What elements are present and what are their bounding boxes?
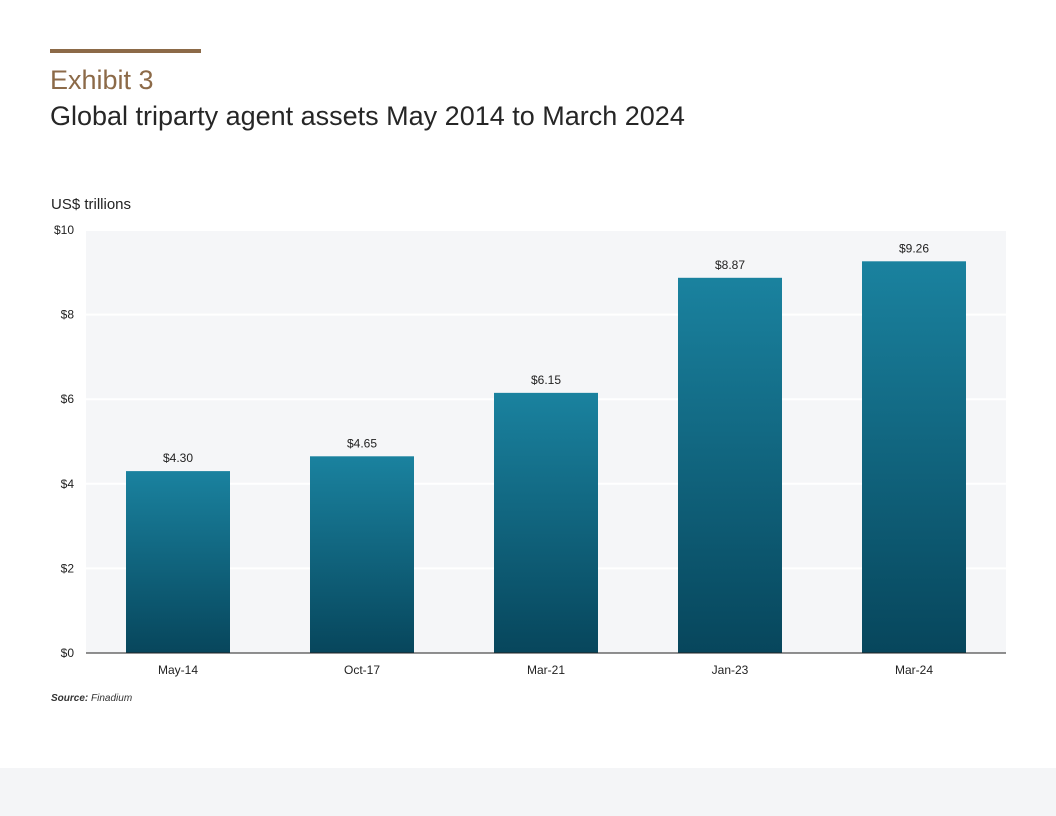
x-category-label: Oct-17 bbox=[344, 663, 380, 677]
accent-rule bbox=[50, 49, 201, 53]
bar-mar-21 bbox=[494, 392, 598, 653]
y-axis-unit-label: US$ trillions bbox=[51, 196, 132, 213]
y-axis-ticks: $0 $2 $4 $6 $8 $10 bbox=[54, 223, 74, 660]
y-tick-label: $6 bbox=[61, 392, 75, 406]
y-tick-label: $4 bbox=[61, 477, 75, 491]
x-category-label: May-14 bbox=[158, 663, 198, 677]
source-note: Source: Finadium bbox=[51, 693, 132, 704]
bar-value-label: $9.26 bbox=[899, 241, 929, 255]
bars: $4.30 $4.65 $6.15 $8.87 $9.26 bbox=[126, 241, 966, 653]
bar-may-14 bbox=[126, 471, 230, 653]
y-tick-label: $2 bbox=[61, 561, 75, 575]
footer-band bbox=[0, 768, 1056, 816]
x-category-label: Mar-24 bbox=[895, 663, 933, 677]
y-tick-label: $10 bbox=[54, 223, 74, 237]
x-category-label: Mar-21 bbox=[527, 663, 565, 677]
exhibit-label: Exhibit 3 bbox=[50, 65, 154, 95]
bar-value-label: $4.30 bbox=[163, 451, 193, 465]
bar-value-label: $4.65 bbox=[347, 436, 377, 450]
bar-oct-17 bbox=[310, 456, 414, 653]
bar-value-label: $6.15 bbox=[531, 373, 561, 387]
bar-mar-24 bbox=[862, 261, 966, 653]
y-tick-label: $0 bbox=[61, 646, 75, 660]
bar-value-label: $8.87 bbox=[715, 258, 745, 272]
chart-title: Global triparty agent assets May 2014 to… bbox=[50, 101, 685, 131]
source-text: Finadium bbox=[91, 693, 133, 704]
y-tick-label: $8 bbox=[61, 308, 75, 322]
bar-chart: $0$2$4$6$8$10 $4.30$4.65$6.15$8.87$9.26 … bbox=[54, 223, 1006, 677]
source-label: Source: bbox=[51, 693, 89, 704]
x-category-label: Jan-23 bbox=[712, 663, 749, 677]
x-axis-categories: May-14 Oct-17 Mar-21 Jan-23 Mar-24 bbox=[158, 663, 933, 677]
bar-jan-23 bbox=[678, 277, 782, 653]
